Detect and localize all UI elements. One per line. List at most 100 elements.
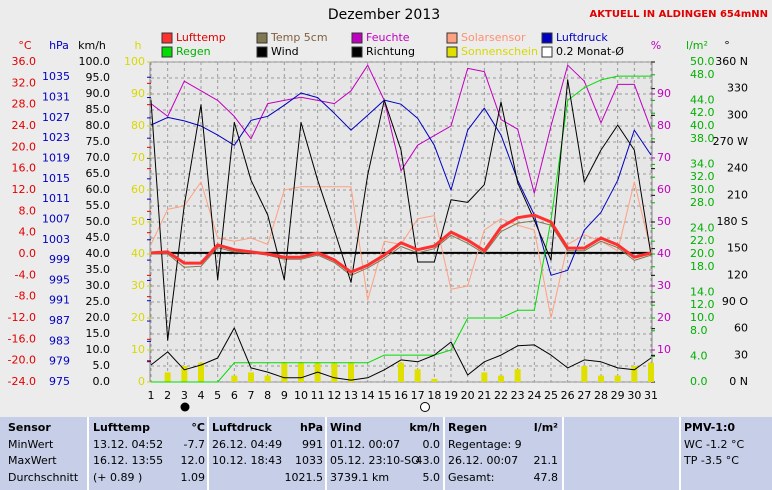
- y-tick-label: 983: [49, 334, 70, 347]
- y-tick-label: 85.0: [86, 103, 111, 116]
- moon-new: [180, 402, 190, 412]
- y-tick-label: 35.0: [86, 263, 111, 276]
- series-line: [150, 64, 652, 194]
- section-title: Regen: [448, 421, 487, 434]
- axis-title: h: [135, 39, 142, 52]
- stats-panel: [0, 417, 772, 490]
- y-tick-label: 10.0: [86, 343, 111, 356]
- y-tick-label: 5.0: [93, 359, 111, 372]
- x-tick-label: 9: [281, 389, 288, 402]
- axis-title: %: [651, 39, 661, 52]
- y-tick-label: 8.0: [19, 204, 37, 217]
- y-tick-label: 60: [131, 183, 145, 196]
- chart-title: Dezember 2013: [328, 7, 440, 23]
- y-tick-label: 70: [131, 151, 145, 164]
- x-tick-label: 22: [494, 389, 508, 402]
- y-tick-label: 240: [727, 162, 748, 175]
- axis-title: l/m²: [686, 39, 708, 52]
- y-tick-label: 20.0: [86, 311, 111, 324]
- y-tick-label: 999: [49, 253, 70, 266]
- x-tick-label: 11: [311, 389, 325, 402]
- y-tick-label: 270 W: [713, 135, 748, 148]
- y-tick-label: 90: [131, 87, 145, 100]
- y-tick-label: 90 O: [722, 295, 748, 308]
- bar: [231, 375, 238, 382]
- y-tick-label: 18.0: [690, 260, 715, 273]
- x-tick-label: 15: [377, 389, 391, 402]
- cell: 991: [302, 438, 323, 451]
- legend-label: Richtung: [366, 45, 415, 58]
- x-tick-label: 1: [148, 389, 155, 402]
- y-tick-label: 60.0: [86, 183, 111, 196]
- x-tick-label: 18: [427, 389, 441, 402]
- y-tick-label: 40: [657, 247, 671, 260]
- y-tick-label: 30.0: [690, 183, 715, 196]
- y-tick-label: 70.0: [86, 151, 111, 164]
- y-tick-label: -12.0: [8, 311, 36, 324]
- y-tick-label: 30.0: [86, 279, 111, 292]
- y-tick-label: -20.0: [8, 354, 36, 367]
- y-tick-label: 22.0: [690, 234, 715, 247]
- y-tick-label: 120: [727, 268, 748, 281]
- x-tick-label: 16: [394, 389, 408, 402]
- y-tick-label: 1023: [42, 131, 70, 144]
- y-tick-label: 20: [131, 311, 145, 324]
- y-tick-label: -24.0: [8, 375, 36, 388]
- bar: [398, 362, 404, 382]
- y-tick-label: 60: [734, 322, 748, 335]
- y-tick-label: 65.0: [86, 167, 111, 180]
- x-tick-label: 27: [577, 389, 591, 402]
- y-tick-label: 1027: [42, 111, 70, 124]
- bar: [248, 372, 254, 382]
- cell: 1.09: [181, 471, 206, 484]
- y-tick-label: 0: [138, 375, 145, 388]
- x-tick-label: 12: [327, 389, 341, 402]
- row-label: Sensor: [8, 421, 51, 434]
- bar: [181, 366, 188, 382]
- x-tick-label: 5: [214, 389, 221, 402]
- bar: [581, 366, 588, 382]
- x-tick-label: 10: [294, 389, 308, 402]
- y-tick-label: 50: [657, 215, 671, 228]
- moon-full: [420, 402, 430, 412]
- bar: [414, 369, 421, 382]
- cell: 10.12. 18:43: [212, 454, 282, 467]
- legend-label: Wind: [271, 45, 299, 58]
- bar: [264, 375, 271, 382]
- section-unit: hPa: [300, 421, 323, 434]
- cell: 21.1: [534, 454, 559, 467]
- section-unit: km/h: [409, 421, 440, 434]
- y-tick-label: 12.0: [12, 183, 37, 196]
- y-tick-label: 30: [131, 279, 145, 292]
- cell: 26.12. 04:49: [212, 438, 282, 451]
- series-line: [150, 92, 652, 276]
- y-tick-label: 1011: [42, 192, 70, 205]
- row-label: Durchschnitt: [8, 471, 79, 484]
- axis-title: °C: [18, 39, 32, 52]
- y-tick-label: 4.0: [690, 349, 708, 362]
- y-tick-label: 90.0: [86, 87, 111, 100]
- x-tick-label: 23: [511, 389, 525, 402]
- legend-swatch: [446, 46, 458, 58]
- legend-label: 0.2 Monat-Ø: [556, 45, 624, 58]
- cell: -7.7: [184, 438, 205, 451]
- y-tick-label: 24.0: [690, 221, 715, 234]
- legend-label: Solarsensor: [461, 31, 526, 44]
- y-tick-label: 180 S: [717, 215, 748, 228]
- y-tick-label: 100.0: [79, 55, 111, 68]
- y-tick-label: 42.0: [690, 106, 715, 119]
- y-tick-label: 20.0: [12, 140, 37, 153]
- series-line: [150, 213, 652, 274]
- cell: WC -1.2 °C: [684, 438, 745, 451]
- cell: 43.0: [416, 454, 441, 467]
- y-tick-label: 28.0: [12, 98, 37, 111]
- x-tick-label: 28: [594, 389, 608, 402]
- y-tick-label: 210: [727, 188, 748, 201]
- y-tick-label: -4.0: [15, 268, 36, 281]
- y-tick-label: 55.0: [86, 199, 111, 212]
- cell: 3739.1 km: [330, 471, 389, 484]
- bar: [598, 375, 604, 382]
- x-tick-label: 24: [527, 389, 541, 402]
- y-tick-label: -8.0: [15, 290, 36, 303]
